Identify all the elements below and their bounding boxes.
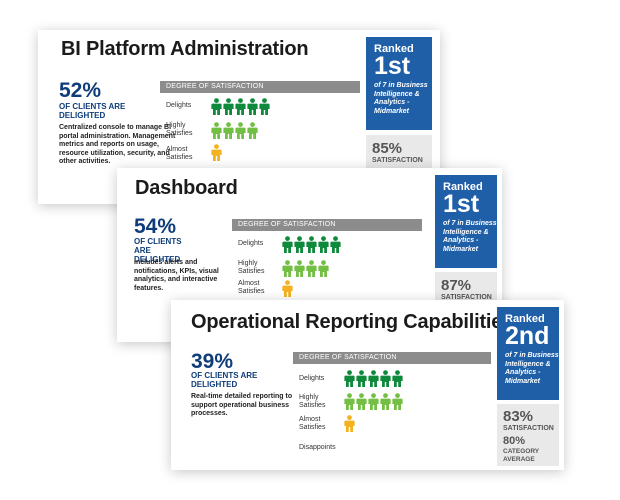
person-icon xyxy=(211,144,222,161)
satisfaction-label: SATISFACTION xyxy=(372,157,423,164)
delighted-caption: OF CLIENTS ARE DELIGHTED xyxy=(134,237,182,264)
rank-label: Ranked xyxy=(374,43,414,55)
satisfaction-box: 83% SATISFACTION 80% CATEGORY AVERAGE xyxy=(497,404,559,466)
person-icon xyxy=(344,370,355,387)
person-icon xyxy=(380,370,391,387)
rank-value: 1st xyxy=(443,190,480,218)
delighted-percent: 52% xyxy=(59,79,102,102)
row-label-delights: Delights xyxy=(166,102,192,109)
satisfaction-value: 87% xyxy=(441,277,472,294)
row-label-highly-satisfies: Highly Satisfies xyxy=(166,122,193,137)
feature-description: Includes alerts and notifications, KPIs,… xyxy=(134,259,219,292)
person-icon xyxy=(380,393,391,410)
person-icon xyxy=(294,260,305,277)
icons-almost-satisfies xyxy=(344,415,355,432)
rank-value: 1st xyxy=(374,52,411,80)
feature-description: Real-time detailed reporting to support … xyxy=(191,393,293,417)
person-icon xyxy=(247,122,258,139)
card-title: Dashboard xyxy=(135,177,238,199)
person-icon xyxy=(306,236,317,253)
person-icon xyxy=(392,393,403,410)
card-title: BI Platform Administration xyxy=(61,38,309,60)
category-average-value: 80% xyxy=(503,435,526,447)
row-label-almost-satisfies: Almost Satisfies xyxy=(238,280,265,295)
rank-label: Ranked xyxy=(505,313,545,325)
satisfaction-header: DEGREE OF SATISFACTION xyxy=(232,219,422,231)
rank-value: 2nd xyxy=(505,322,550,350)
delighted-percent: 54% xyxy=(134,215,177,238)
icons-almost-satisfies xyxy=(211,144,222,161)
person-icon xyxy=(247,98,258,115)
category-average-label: CATEGORY AVERAGE xyxy=(503,448,539,463)
person-icon xyxy=(392,370,403,387)
row-label-almost-satisfies: Almost Satisfies xyxy=(166,146,193,161)
delighted-caption: OF CLIENTS ARE DELIGHTED xyxy=(59,102,126,120)
feature-description: Centralized console to manage BI portal … xyxy=(59,124,176,165)
person-icon xyxy=(368,393,379,410)
person-icon xyxy=(223,98,234,115)
rank-box: Ranked 1st of 7 in Business Intelligence… xyxy=(435,175,497,268)
delighted-percent: 39% xyxy=(191,350,234,373)
icons-delights xyxy=(282,236,341,253)
person-icon xyxy=(259,98,270,115)
person-icon xyxy=(306,260,317,277)
row-label-disappoints: Disappoints xyxy=(299,444,336,451)
person-icon xyxy=(223,122,234,139)
icons-highly-satisfies xyxy=(211,122,258,139)
person-icon xyxy=(282,236,293,253)
satisfaction-label: SATISFACTION xyxy=(503,425,554,432)
rank-detail: of 7 in Business Intelligence & Analytic… xyxy=(443,220,497,253)
satisfaction-header: DEGREE OF SATISFACTION xyxy=(160,81,360,93)
card-title: Operational Reporting Capabilities xyxy=(191,311,514,333)
rank-box: Ranked 1st of 7 in Business Intelligence… xyxy=(366,37,432,130)
satisfaction-label: SATISFACTION xyxy=(441,294,492,301)
person-icon xyxy=(344,415,355,432)
person-icon xyxy=(235,122,246,139)
person-icon xyxy=(282,260,293,277)
person-icon xyxy=(211,122,222,139)
card-operational-reporting: Operational Reporting Capabilities 39% O… xyxy=(171,300,564,470)
person-icon xyxy=(344,393,355,410)
person-icon xyxy=(318,236,329,253)
person-icon xyxy=(318,260,329,277)
rank-box: Ranked 2nd of 7 in Business Intelligence… xyxy=(497,307,559,400)
satisfaction-value: 85% xyxy=(372,140,403,157)
icons-delights xyxy=(344,370,403,387)
icons-highly-satisfies xyxy=(282,260,329,277)
person-icon xyxy=(235,98,246,115)
row-label-delights: Delights xyxy=(299,375,325,382)
icons-delights xyxy=(211,98,270,115)
rank-detail: of 7 in Business Intelligence & Analytic… xyxy=(374,82,428,115)
row-label-delights: Delights xyxy=(238,240,264,247)
row-label-highly-satisfies: Highly Satisfies xyxy=(238,260,265,275)
satisfaction-header: DEGREE OF SATISFACTION xyxy=(293,352,491,364)
person-icon xyxy=(211,98,222,115)
icons-highly-satisfies xyxy=(344,393,403,410)
row-label-almost-satisfies: Almost Satisfies xyxy=(299,416,326,431)
person-icon xyxy=(294,236,305,253)
rank-detail: of 7 in Business Intelligence & Analytic… xyxy=(505,352,559,385)
icons-almost-satisfies xyxy=(282,280,293,297)
person-icon xyxy=(282,280,293,297)
delighted-caption: OF CLIENTS ARE DELIGHTED xyxy=(191,371,258,389)
person-icon xyxy=(356,393,367,410)
person-icon xyxy=(330,236,341,253)
rank-label: Ranked xyxy=(443,181,483,193)
row-label-highly-satisfies: Highly Satisfies xyxy=(299,394,326,409)
person-icon xyxy=(356,370,367,387)
satisfaction-value: 83% xyxy=(503,408,534,425)
person-icon xyxy=(368,370,379,387)
